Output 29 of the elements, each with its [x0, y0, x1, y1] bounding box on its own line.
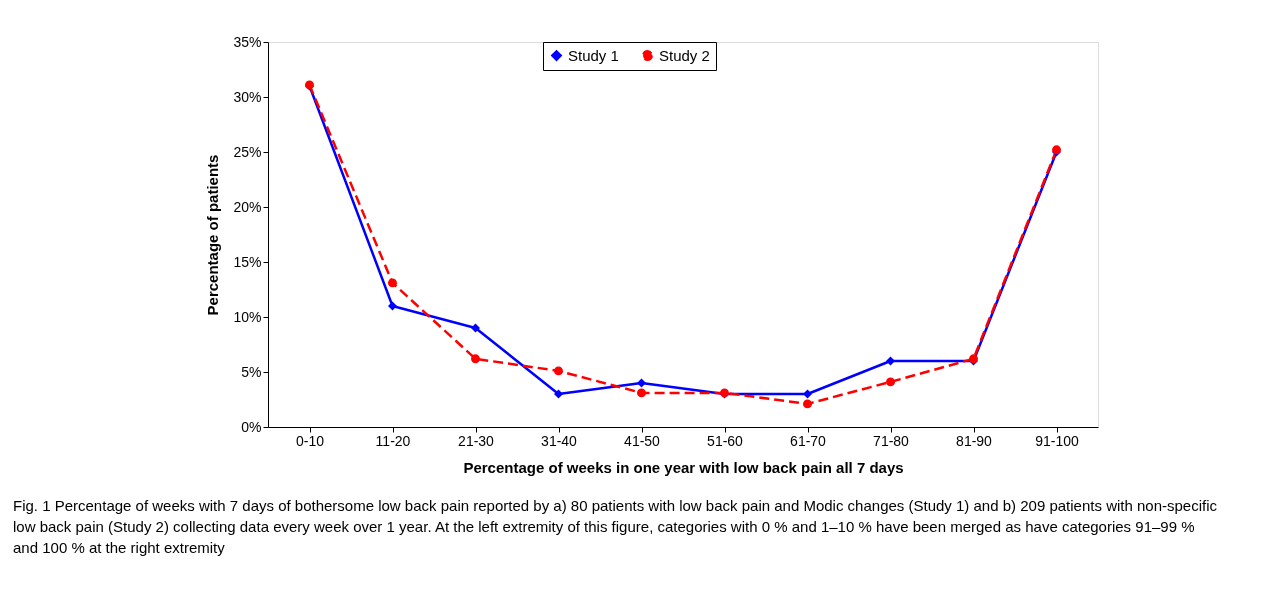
y-tick-label: 5% [241, 363, 262, 380]
x-axis-title: Percentage of weeks in one year with low back pain all 7 days [463, 458, 904, 476]
y-tick-label: 0% [241, 418, 262, 435]
y-tick-label: 20% [233, 198, 262, 215]
x-tick-label: 0-10 [295, 432, 325, 449]
point [471, 354, 480, 364]
x-tick-label: 91-100 [1035, 432, 1080, 449]
x-tick-label: 21-30 [458, 432, 495, 449]
point [388, 278, 397, 288]
legend-label: Study 2 [659, 46, 710, 64]
x-tick-label: 41-50 [624, 432, 661, 449]
caption: Fig. 1 Percentage of weeks with 7 days of bothersome low back pain reported by a) 80 patients with low back pain and Modic changes (Study 1) and b) 209 patients with non-specific low back pain (Study 2) collecting data every week over 1 year. At the left extremity of this figure, categories with 0 % and 1–10 % have been merged as have categories 91–99 % and 100 % at the right extremity [13, 497, 1218, 556]
y-tick-label: 30% [233, 88, 262, 105]
x-tick-label: 31-40 [541, 432, 578, 449]
x-tick-label: 81-90 [956, 432, 993, 449]
x-tick-label: 71-80 [873, 432, 910, 449]
point [637, 388, 646, 398]
y-tick-label: 25% [233, 143, 262, 160]
x-tick-label: 11-20 [375, 432, 411, 449]
y-axis-title: Percentage of patients [204, 154, 222, 316]
x-tick-label: 51-60 [707, 432, 744, 449]
point [886, 377, 895, 387]
point [803, 399, 812, 409]
y-tick-label: 15% [233, 253, 262, 270]
legend-label: Study 1 [568, 46, 619, 64]
y-tick-label: 10% [233, 308, 262, 325]
y-tick-label: 35% [233, 33, 262, 50]
x-tick-label: 61-70 [790, 432, 827, 449]
point [554, 366, 563, 376]
